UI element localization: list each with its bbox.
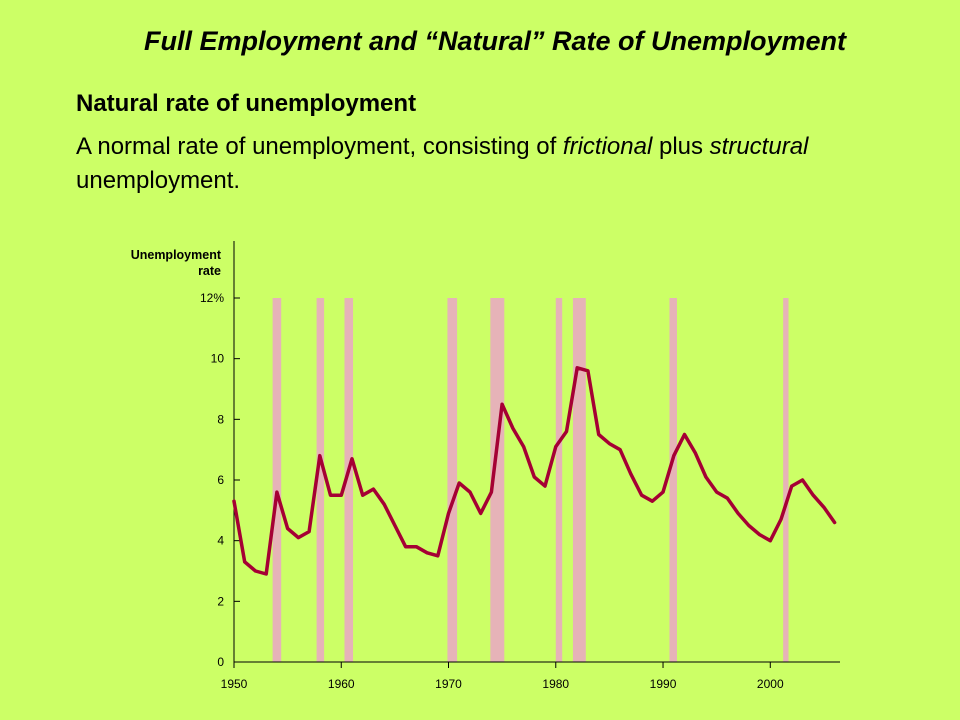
x-tick-label: 1970 (435, 677, 462, 691)
recession-band (316, 298, 325, 662)
x-tick-label: 1960 (328, 677, 355, 691)
y-tick-label: 0 (217, 655, 224, 669)
definition-part: unemployment. (76, 167, 241, 194)
y-tick-label: 8 (217, 412, 224, 426)
y-tick-label: 12% (200, 291, 224, 305)
y-tick-label: 6 (217, 473, 224, 487)
recession-band (572, 298, 586, 662)
recession-band (272, 298, 282, 662)
recession-bands (272, 298, 789, 662)
y-tick-label: 2 (217, 594, 224, 608)
x-tick-labels: 1950 1960 1970 1980 1990 2000 (221, 662, 784, 691)
definition-part-italic: frictional (562, 133, 653, 160)
definition-text: A normal rate of unemployment, consistin… (76, 130, 936, 198)
section-heading: Natural rate of unemployment (76, 90, 417, 117)
y-tick-labels: 0 2 4 6 8 10 12% (200, 291, 240, 669)
x-tick-label: 1980 (542, 677, 569, 691)
recession-band (555, 298, 563, 662)
chart-axes (233, 241, 840, 663)
recession-band (447, 298, 458, 662)
y-tick-label: 10 (211, 352, 225, 366)
y-axis-label-line2: rate (198, 264, 221, 278)
recession-band (783, 298, 789, 662)
x-tick-label: 1950 (221, 677, 248, 691)
definition-part: A normal rate of unemployment, consistin… (76, 133, 563, 160)
x-tick-label: 2000 (757, 677, 784, 691)
definition-part-italic: structural (709, 133, 809, 160)
recession-band (490, 298, 505, 662)
definition-part: plus (652, 133, 710, 160)
recession-band (344, 298, 354, 662)
slide-title: Full Employment and “Natural” Rate of Un… (143, 26, 847, 56)
y-tick-label: 4 (217, 534, 224, 548)
unemployment-rate-line (232, 366, 837, 576)
recession-band (669, 298, 677, 662)
x-tick-label: 1990 (650, 677, 677, 691)
y-axis-label-line1: Unemployment (131, 248, 222, 262)
